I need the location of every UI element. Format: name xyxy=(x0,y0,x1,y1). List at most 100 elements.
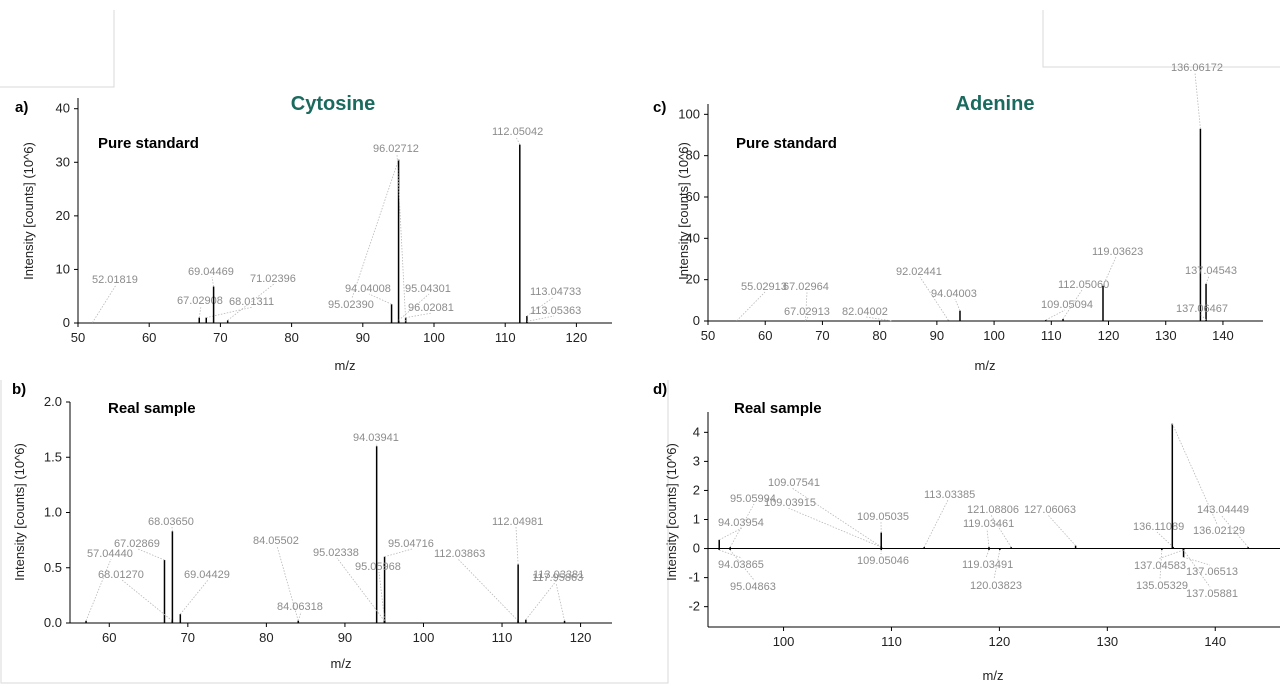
peak-leader xyxy=(368,293,392,305)
panel-label: c) xyxy=(653,99,666,116)
peak-label: 137.04583 xyxy=(1134,560,1186,572)
peak-label: 121.08806 xyxy=(967,504,1019,516)
peak-leader xyxy=(378,571,386,621)
peak-label: 117.95863 xyxy=(532,572,583,584)
peak-label: 69.04469 xyxy=(188,266,234,278)
peak-leader xyxy=(1205,275,1210,284)
panel-label: d) xyxy=(653,381,667,398)
peak-label: 136.02129 xyxy=(1193,525,1245,537)
x-tick-label: 140 xyxy=(1212,328,1234,343)
peak-leader xyxy=(206,306,254,319)
peak-label: 94.03865 xyxy=(718,559,764,571)
x-tick-label: 110 xyxy=(492,630,513,645)
y-tick-label: 4 xyxy=(693,424,700,439)
y-tick-label: 0.0 xyxy=(44,615,62,630)
x-tick-label: 60 xyxy=(142,330,156,345)
chart-subtitle: Real sample xyxy=(734,400,822,417)
peak-label: 52.01819 xyxy=(92,274,138,286)
x-tick-label: 110 xyxy=(495,330,516,345)
y-tick-label: 80 xyxy=(686,148,700,163)
peak-label: 67.02964 xyxy=(783,281,829,293)
peak-label: 95.02338 xyxy=(313,547,359,559)
y-axis-title: Intensity [counts] (10^6) xyxy=(676,142,691,280)
peak-label: 95.02390 xyxy=(328,299,374,311)
peak-label: 137.06513 xyxy=(1186,566,1238,578)
peak-leader xyxy=(525,579,558,620)
peak-leader xyxy=(137,548,165,561)
peak-label: 95.05968 xyxy=(355,561,401,573)
frame-decoration xyxy=(0,380,669,684)
peak-leader xyxy=(180,579,209,615)
x-tick-label: 140 xyxy=(1204,634,1226,649)
peak-leader xyxy=(919,276,949,321)
peak-label: 67.02869 xyxy=(114,538,160,550)
peak-label: 109.07541 xyxy=(768,477,820,489)
x-tick-label: 80 xyxy=(259,630,273,645)
peak-leader xyxy=(954,298,961,311)
y-tick-label: 20 xyxy=(686,272,700,287)
peak-leader xyxy=(986,528,990,548)
peak-leader xyxy=(990,514,1012,548)
x-tick-label: 110 xyxy=(1041,328,1062,343)
peak-label: 94.04008 xyxy=(345,283,391,295)
peak-label: 119.03461 xyxy=(963,518,1014,530)
y-tick-label: 1.5 xyxy=(44,449,62,464)
peak-leader xyxy=(384,548,413,558)
peak-leader xyxy=(729,503,755,548)
peak-label: 95.04301 xyxy=(405,283,451,295)
x-tick-label: 60 xyxy=(758,328,772,343)
x-tick-label: 100 xyxy=(423,330,445,345)
panel-label: a) xyxy=(15,99,28,116)
peak-leader xyxy=(1183,556,1211,566)
frame-decoration xyxy=(1042,10,1280,68)
peak-leader xyxy=(198,305,202,318)
x-tick-label: 50 xyxy=(701,328,715,343)
peak-label: 92.02441 xyxy=(896,266,942,278)
chart-panel-d: d) Real sample 100 110 120 130 140 -2 -1 0 1 2 3 4 m/z… xyxy=(653,381,1280,683)
x-tick-label: 90 xyxy=(338,630,352,645)
x-tick-label: 130 xyxy=(1096,634,1118,649)
peak-leader xyxy=(555,582,565,621)
peak-leader xyxy=(227,283,275,321)
chart-title: Cytosine xyxy=(291,93,375,115)
x-axis-title: m/z xyxy=(335,358,356,373)
peak-label: 112.05060 xyxy=(1058,279,1109,291)
x-tick-label: 120 xyxy=(570,630,592,645)
peak-label: 84.06318 xyxy=(277,601,323,613)
peak-leader xyxy=(92,284,117,323)
x-tick-label: 70 xyxy=(815,328,829,343)
peak-leader xyxy=(787,507,882,548)
peak-label: 71.02396 xyxy=(250,273,296,285)
peak-label: 112.03863 xyxy=(434,548,485,560)
y-tick-label: 2.0 xyxy=(44,394,62,409)
peak-label: 68.01270 xyxy=(98,569,144,581)
chart-panel-c: c) Adenine Pure standard 50 60 70 80 90 100 110 12… xyxy=(653,62,1263,373)
peak-leader xyxy=(1157,549,1184,560)
peak-label: 94.03941 xyxy=(353,432,399,444)
peak-leader xyxy=(398,293,430,321)
peak-label: 109.05035 xyxy=(857,511,909,523)
peak-leader xyxy=(351,159,399,299)
y-tick-label: 3 xyxy=(693,453,700,468)
peak-label: 112.04981 xyxy=(492,516,543,528)
peak-leader xyxy=(736,291,766,322)
y-axis-title: Intensity [counts] (10^6) xyxy=(664,443,679,581)
peak-label: 109.05094 xyxy=(1041,299,1093,311)
peak-label: 143.04449 xyxy=(1197,504,1249,516)
y-tick-label: 0 xyxy=(63,315,70,330)
peak-label: 137.05881 xyxy=(1186,588,1238,600)
x-tick-label: 70 xyxy=(181,630,195,645)
peak-label: 137.06467 xyxy=(1176,303,1228,315)
peak-leader xyxy=(85,558,112,621)
peak-label: 95.05994 xyxy=(730,493,776,505)
peak-leader xyxy=(1199,313,1207,321)
y-tick-label: 60 xyxy=(686,189,700,204)
x-axis-title: m/z xyxy=(983,668,1004,683)
y-tick-label: 0.5 xyxy=(44,560,62,575)
peak-label: 120.03823 xyxy=(970,580,1022,592)
x-tick-label: 100 xyxy=(773,634,795,649)
peak-label: 67.02908 xyxy=(177,295,223,307)
peak-leader xyxy=(1102,256,1117,287)
y-tick-label: 0 xyxy=(693,541,700,556)
